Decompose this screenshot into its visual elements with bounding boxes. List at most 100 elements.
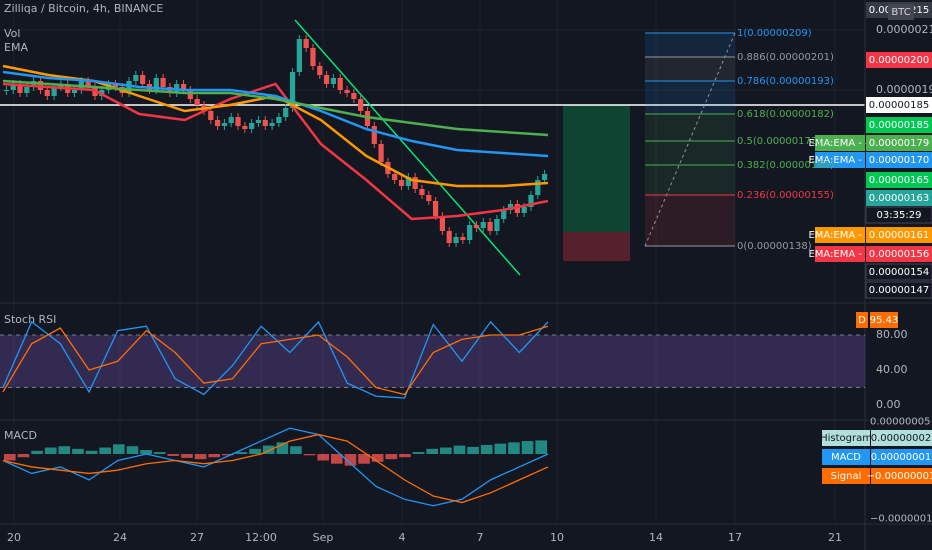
macd-histogram-bar [58, 446, 71, 454]
macd-histogram-bar [371, 454, 384, 462]
price-tag: 0.00000154 [869, 267, 929, 278]
macd-histogram-bar [453, 445, 466, 454]
candle [153, 78, 159, 90]
candle [160, 78, 166, 87]
macd-tag-name-box [822, 468, 870, 484]
candle [303, 39, 309, 48]
time-label: 10 [550, 531, 564, 544]
stoch-tag-name: D [858, 315, 866, 326]
fib-label: 0(0.00000138) [737, 241, 812, 252]
fib-label: 0.236(0.00000155) [737, 190, 834, 201]
stoch-d-line [2, 325, 549, 396]
macd-histogram-bar [167, 454, 180, 456]
ema-tag-box [866, 227, 932, 243]
macd-histogram-bar [480, 444, 493, 454]
candle [514, 204, 520, 213]
candle [358, 99, 364, 111]
candle [24, 87, 30, 93]
macd-tick-label: 0.00000005 [870, 417, 930, 428]
ema-line [2, 70, 549, 158]
price-tag: 0.00000147 [869, 285, 929, 296]
time-label: 27 [190, 531, 204, 544]
ema-tag-name: EMA:EMA - 2 [808, 230, 871, 241]
macd-histogram-bar [153, 452, 166, 454]
macd-histogram-bar [31, 450, 43, 454]
macd-tag-box [871, 468, 932, 484]
macd-histogram-bar [358, 454, 370, 464]
macd-signal-line [2, 433, 549, 504]
macd-histogram-bar [303, 454, 316, 456]
candle [187, 90, 193, 99]
price-tag-box [866, 117, 932, 133]
macd-histogram-bar [194, 454, 207, 460]
macd-histogram-bar [508, 442, 520, 454]
macd-histogram-bar [113, 444, 125, 454]
price-tag-box [866, 97, 932, 113]
price-tag: 0.00000165 [869, 175, 929, 186]
candle [439, 216, 446, 231]
candle [453, 237, 459, 243]
candle [487, 222, 493, 231]
candle [392, 174, 398, 180]
ema-tag-box [866, 135, 932, 151]
macd-histogram-bar [399, 454, 411, 458]
macd-tag-box [871, 430, 932, 446]
fib-zone [645, 57, 735, 81]
time-label: 24 [113, 531, 127, 544]
ema-tag-name-box [815, 152, 865, 168]
macd-tag-value: 0.00000001 [871, 452, 931, 463]
price-tag: 0.00000163 [869, 193, 929, 204]
stoch-tag-value: 95.43 [870, 315, 899, 326]
ema-tag-name: EMA:EMA - 3 [808, 155, 871, 166]
candle [262, 120, 268, 126]
macd-histogram-bar [44, 447, 57, 454]
fib-zone [645, 81, 735, 114]
ema-tag-value: 0.00000179 [869, 138, 929, 149]
price-tag-box [865, 263, 932, 281]
fib-label: 0.886(0.00000201) [737, 52, 834, 63]
fib-zone [645, 165, 735, 195]
candle [405, 177, 411, 186]
price-tag: 0.00000185 [869, 100, 929, 111]
price-tick-label: 0.00000190 [876, 83, 932, 96]
candle [194, 99, 200, 105]
ema-tag-name-box [815, 227, 865, 243]
symbol-title: Zilliqa / Bitcoin, 4h, BINANCE [4, 2, 163, 15]
price-tag-box [866, 190, 932, 206]
macd-tag-value: −0.00000001 [867, 471, 932, 482]
candle [51, 87, 57, 96]
price-tag-box [865, 206, 932, 224]
time-label: Sep [313, 531, 334, 544]
candle [133, 75, 139, 81]
stoch-tag-name-box [856, 312, 868, 328]
price-tag: 03:35:29 [877, 210, 922, 221]
price-tag-box [866, 52, 932, 68]
fib-label: 1(0.00000209) [737, 28, 812, 39]
time-label: 20 [7, 531, 21, 544]
macd-histogram-bar [99, 447, 111, 454]
macd-tag-value: 0.00000002 [871, 433, 931, 444]
macd-histogram-bar [331, 454, 343, 464]
candle [344, 90, 350, 93]
macd-histogram-bar [235, 452, 248, 454]
price-tag: 0.00000200 [869, 55, 929, 66]
time-label: 17 [728, 531, 742, 544]
candle [521, 207, 527, 213]
candle [371, 126, 377, 144]
candle [378, 144, 384, 162]
candle [140, 75, 146, 84]
macd-histogram-bar [276, 442, 289, 454]
price-tag-box [866, 172, 932, 188]
stoch-tag-box [870, 312, 898, 328]
candle [269, 123, 275, 126]
price-tag-box [865, 281, 932, 299]
stoch-tick-label: 40.00 [876, 363, 908, 376]
macd-histogram-bar [290, 446, 302, 454]
fib-diagonal [644, 32, 736, 247]
candle [337, 78, 343, 90]
macd-histogram-bar [385, 454, 398, 460]
macd-histogram-bar [440, 447, 452, 454]
macd-title: MACD [4, 429, 37, 442]
macd-histogram-bar [17, 454, 30, 458]
currency-box [888, 4, 914, 20]
